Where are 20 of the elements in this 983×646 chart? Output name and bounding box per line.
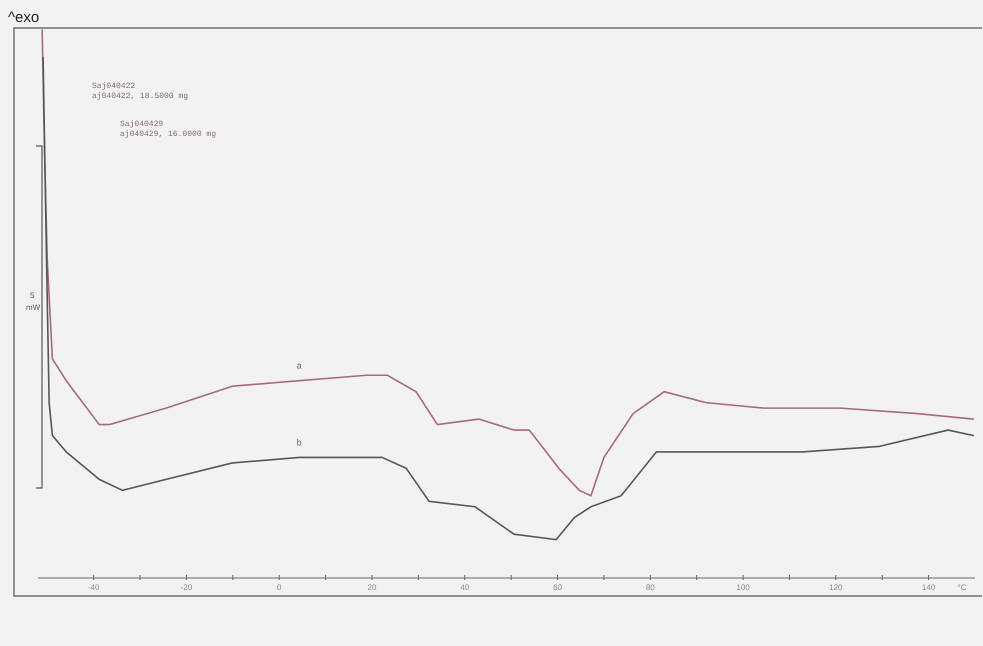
text: 5 (30, 291, 35, 300)
x-tick-label: 20 (368, 583, 377, 592)
annotation: Saj040422 (92, 82, 136, 91)
x-tick-label: 40 (460, 583, 470, 592)
annotation: mW (26, 303, 41, 312)
x-tick-label: 120 (829, 583, 844, 592)
x-tick-label: 100 (736, 583, 750, 592)
x-tick-label: 140 (922, 583, 936, 592)
annotation: aj040422, 18.5000 mg (92, 92, 188, 101)
series-label: b (296, 437, 302, 448)
annotation: aj040429, 16.0000 mg (120, 130, 216, 139)
x-tick-label: 0 (276, 583, 282, 592)
x-axis-title: °C (958, 583, 967, 592)
x-tick-label: -40 (88, 583, 100, 592)
x-tick-label: 80 (646, 583, 656, 592)
series-label: a (296, 360, 302, 371)
annotation: Saj040429 (120, 120, 164, 129)
x-tick-label: 60 (553, 583, 563, 592)
text: ^exo (8, 9, 40, 26)
x-tick-label: -20 (180, 583, 193, 592)
